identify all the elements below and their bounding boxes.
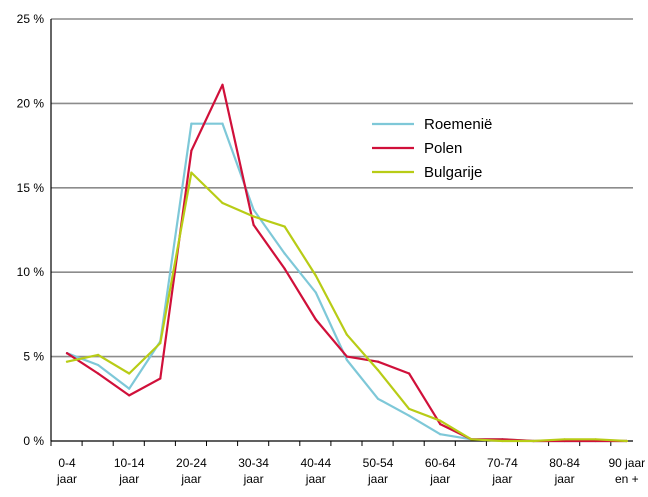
x-tick-label-line: 90 jaar xyxy=(608,456,645,470)
x-tick-label-line: 50-54 xyxy=(363,456,394,470)
x-tick-label-line: jaar xyxy=(554,472,575,486)
x-tick-label: 30-34 jaar xyxy=(238,456,269,486)
data-point xyxy=(594,439,597,443)
data-point xyxy=(314,318,317,321)
data-point xyxy=(501,439,504,443)
y-tick-label: 15 % xyxy=(17,181,45,195)
x-axis-tick-labels: 0-4 jaar 10-14 jaar 20-24 jaar 30-34 jaar 40-44 j… xyxy=(56,456,645,486)
x-tick-label-line: 80-84 xyxy=(549,456,580,470)
data-point xyxy=(283,225,286,228)
axes xyxy=(50,19,633,446)
series-line-1 xyxy=(65,83,628,443)
data-point xyxy=(563,438,566,441)
data-point xyxy=(252,215,255,218)
x-tick-label-line: 70-74 xyxy=(487,456,518,470)
data-point xyxy=(376,397,380,400)
data-point xyxy=(159,377,162,380)
data-point xyxy=(97,372,100,375)
x-tick-label-line: 30-34 xyxy=(238,456,269,470)
x-tick-label-line: jaar xyxy=(367,472,388,486)
data-series xyxy=(65,83,628,443)
x-tick-label-line: 20-24 xyxy=(176,456,207,470)
data-point xyxy=(159,341,162,345)
series-line-2 xyxy=(65,171,628,443)
legend-label-0: Roemenië xyxy=(424,116,492,133)
x-tick-label: 80-84 jaar xyxy=(549,456,580,486)
gridlines xyxy=(51,18,633,358)
x-tick-label: 0-4 jaar xyxy=(56,456,77,486)
x-tick-label-line: 0-4 xyxy=(58,456,76,470)
data-point xyxy=(128,387,131,390)
x-tick-label-line: 10-14 xyxy=(114,456,145,470)
y-tick-label: 20 % xyxy=(17,96,45,110)
series-line-0 xyxy=(65,122,628,443)
data-point xyxy=(532,439,535,443)
x-tick-label-line: jaar xyxy=(429,472,450,486)
data-point xyxy=(221,201,224,205)
x-tick-label: 40-44 jaar xyxy=(300,456,331,486)
data-point xyxy=(439,419,442,422)
data-point xyxy=(252,208,255,211)
y-tick-label: 0 % xyxy=(23,434,44,448)
y-tick-label: 25 % xyxy=(17,12,45,26)
x-tick-label: 60-64 jaar xyxy=(425,456,456,486)
data-point xyxy=(97,363,100,367)
y-tick-label: 5 % xyxy=(23,350,44,364)
data-point xyxy=(408,372,411,375)
x-tick-label: 90 jaar en + xyxy=(608,456,645,486)
legend-label-1: Polen xyxy=(424,140,462,157)
x-tick-label-line: jaar xyxy=(305,472,326,486)
data-point xyxy=(314,291,317,294)
data-point xyxy=(283,252,286,255)
data-point xyxy=(221,122,224,125)
x-tick-label-line: jaar xyxy=(180,472,201,486)
data-point xyxy=(408,407,411,411)
data-point xyxy=(221,83,224,86)
data-point xyxy=(314,274,317,277)
data-point xyxy=(625,439,628,443)
data-point xyxy=(345,358,348,362)
x-tick-label: 70-74 jaar xyxy=(487,456,518,486)
data-point xyxy=(97,353,100,357)
data-point xyxy=(190,171,193,174)
x-tick-label: 20-24 jaar xyxy=(176,456,207,486)
data-point xyxy=(252,223,255,227)
data-point xyxy=(470,438,473,441)
x-tick-label: 10-14 jaar xyxy=(114,456,145,486)
y-tick-label: 10 % xyxy=(17,265,45,279)
x-tick-label-line: 40-44 xyxy=(300,456,331,470)
legend: Roemenië Polen Bulgarije xyxy=(372,116,492,181)
data-point xyxy=(563,439,566,443)
data-point xyxy=(65,360,69,363)
data-point xyxy=(190,149,193,152)
x-tick-label-line: 60-64 xyxy=(425,456,456,470)
x-tick-label-line: jaar xyxy=(491,472,512,486)
data-point xyxy=(128,372,131,375)
legend-label-2: Bulgarije xyxy=(424,164,482,181)
data-point xyxy=(439,423,442,426)
x-tick-label-line: jaar xyxy=(56,472,77,486)
x-tick-label-line: jaar xyxy=(118,472,139,486)
data-point xyxy=(128,394,131,397)
data-point xyxy=(408,414,411,417)
data-point xyxy=(190,122,193,125)
x-tick-label-line: en + xyxy=(615,472,639,486)
data-point xyxy=(345,333,348,336)
data-point xyxy=(439,433,442,436)
data-point xyxy=(283,267,286,270)
data-point xyxy=(376,360,380,363)
x-tick-label: 50-54 jaar xyxy=(363,456,394,486)
data-point xyxy=(65,352,69,355)
data-point xyxy=(594,438,597,441)
data-point xyxy=(501,438,504,441)
data-point xyxy=(345,355,348,358)
data-point xyxy=(376,369,380,372)
y-axis-tick-labels: 0 % 5 % 10 % 15 % 20 % 25 % xyxy=(17,12,45,448)
x-tick-label-line: jaar xyxy=(243,472,264,486)
